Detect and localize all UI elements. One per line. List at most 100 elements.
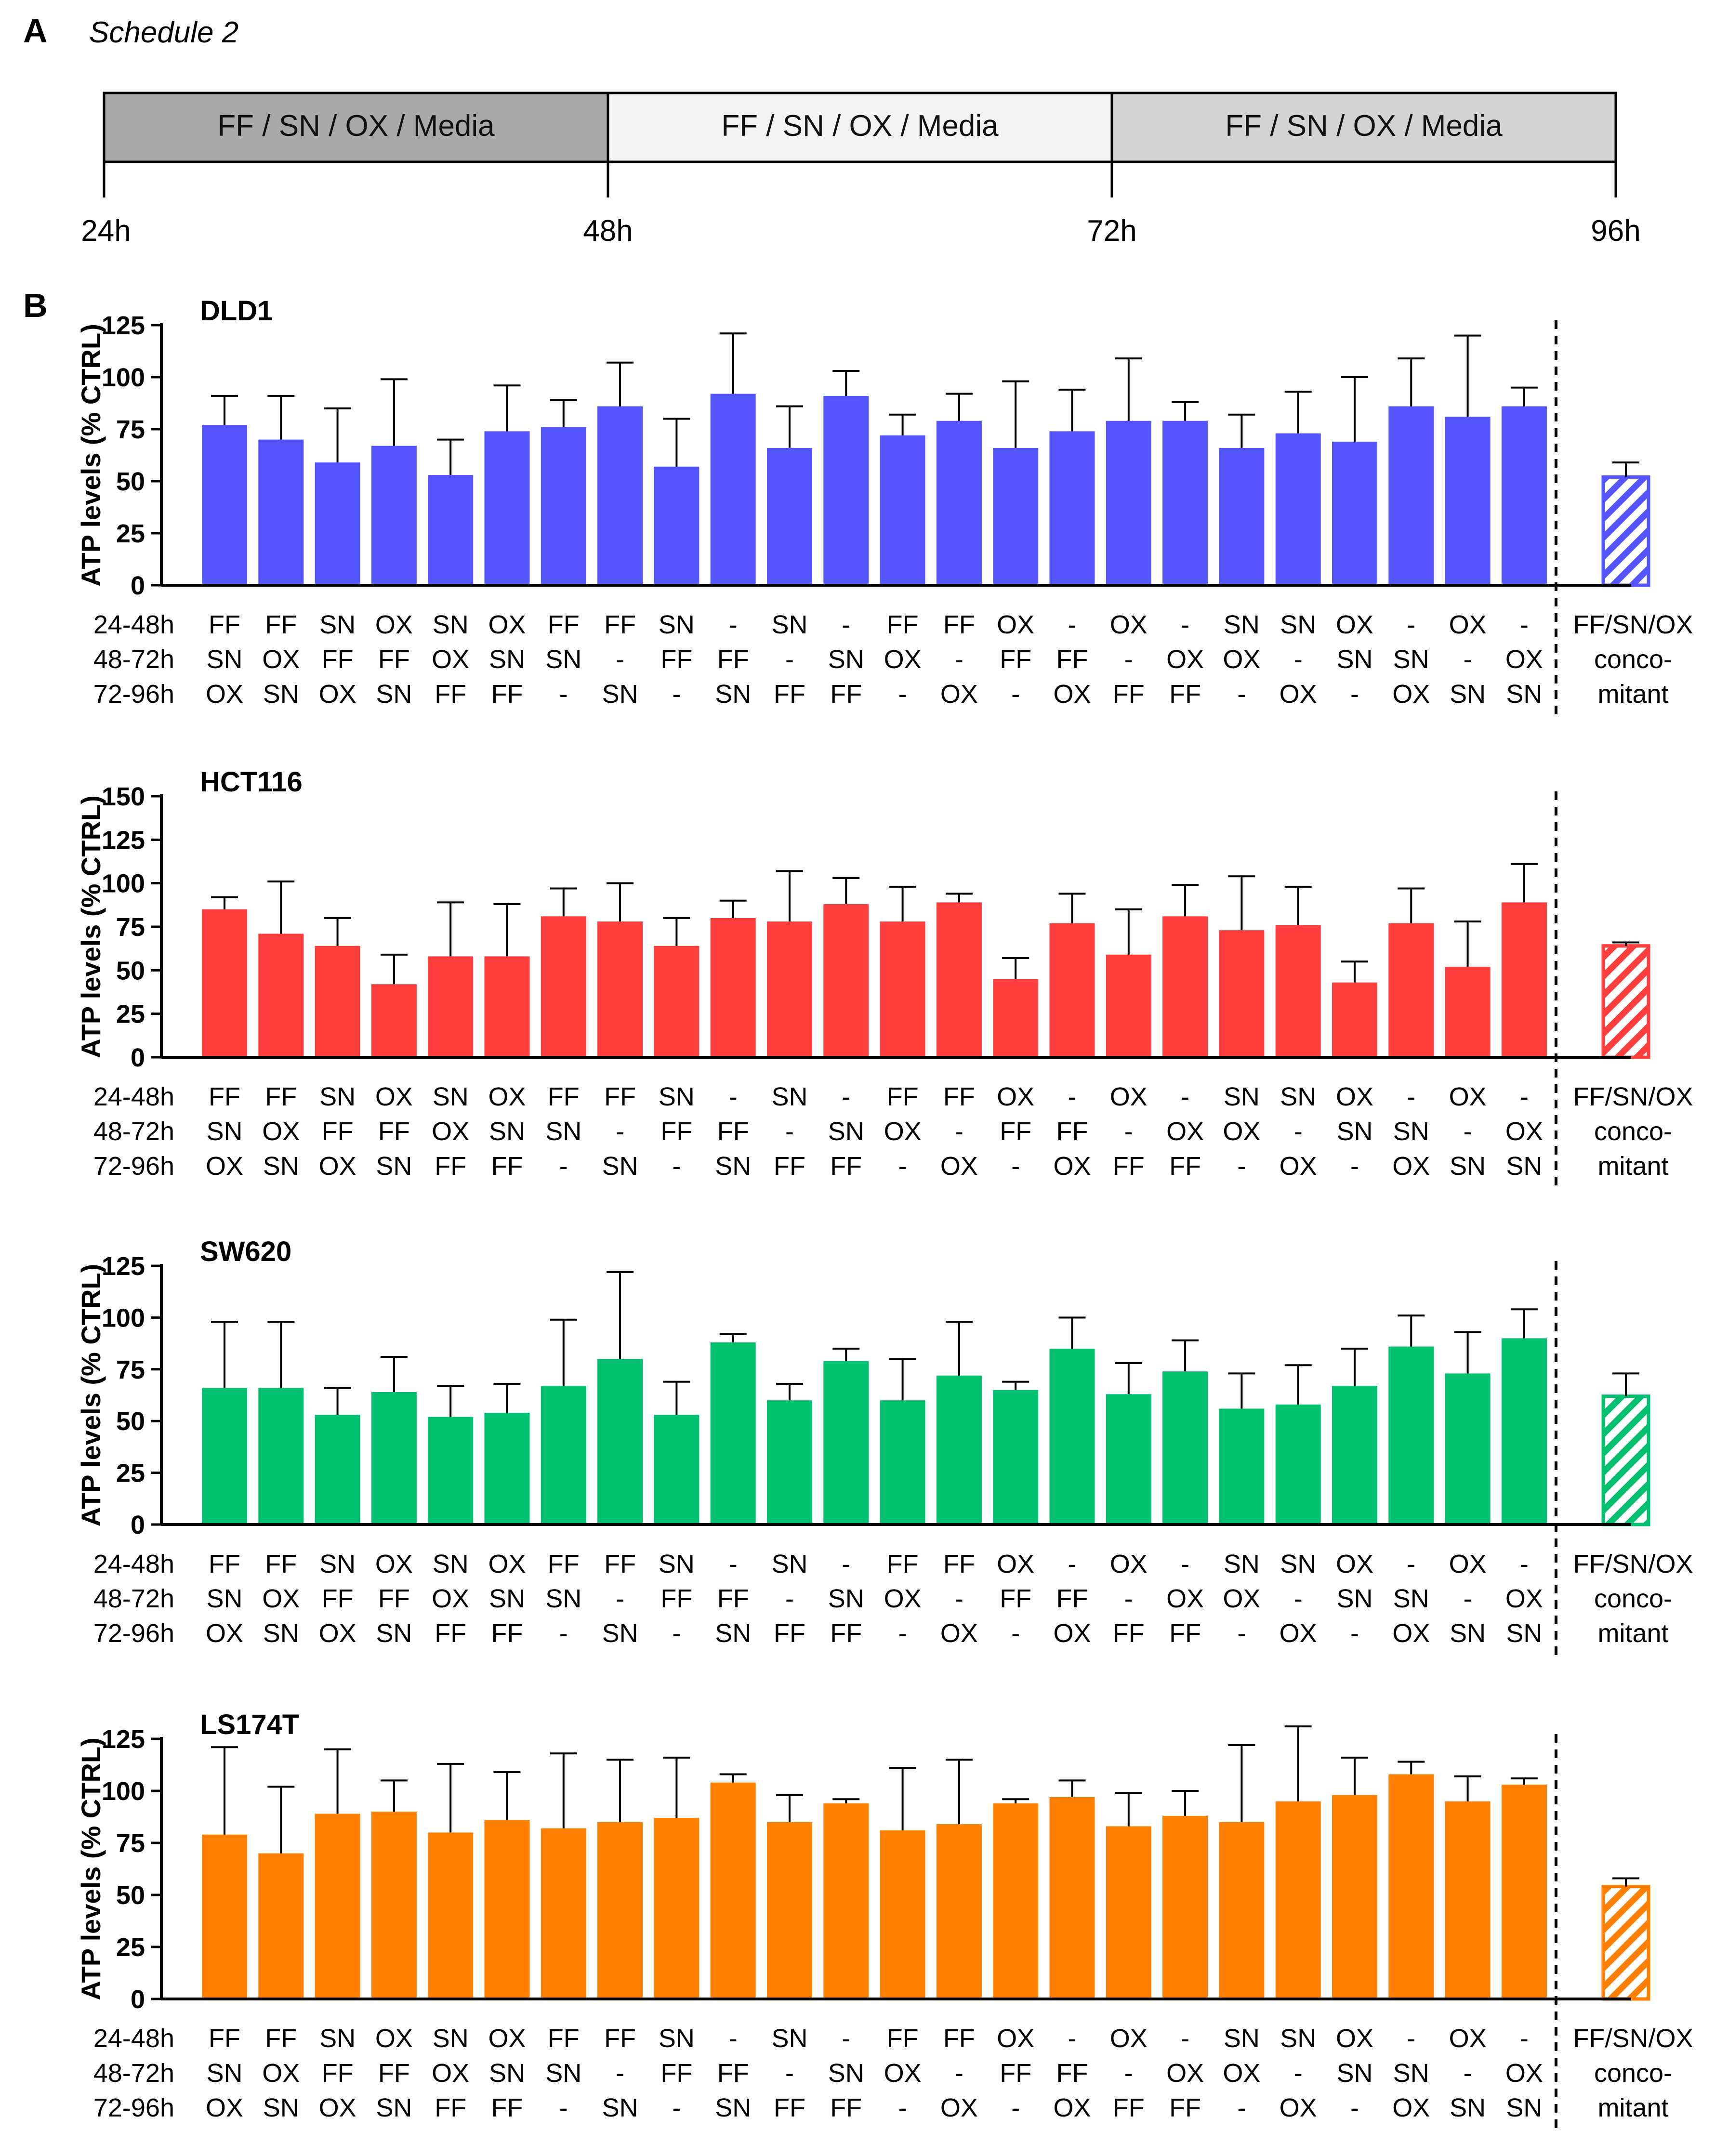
bar	[202, 1834, 247, 1999]
schedule-cell: SN	[1450, 680, 1486, 709]
schedule-cell: OX	[1223, 1117, 1260, 1146]
schedule-cell: OX	[1505, 1117, 1543, 1146]
bar	[767, 1822, 812, 1999]
schedule-cell: SN	[602, 2093, 638, 2122]
schedule-cell: FF	[265, 1082, 297, 1111]
y-tick-label: 125	[102, 311, 145, 340]
row-label: 24-48h	[93, 1082, 174, 1111]
schedule-cell: OX	[1166, 1584, 1204, 1613]
chart-ls174t: LS174T ATP levels (% CTRL) 0 25 50 75 100 125 24…	[76, 1709, 1693, 2131]
bar	[1049, 1797, 1095, 1999]
schedule-cell: OX	[1110, 1082, 1148, 1111]
bar	[654, 946, 699, 1057]
schedule-cell: -	[785, 1584, 794, 1613]
schedule-cell: -	[1124, 1584, 1133, 1613]
bar	[1388, 406, 1434, 585]
schedule-cell: FF	[1169, 1619, 1201, 1648]
bar	[597, 921, 643, 1057]
panel-a: A Schedule 2 FF / SN / OX / Media FF / S…	[23, 12, 1641, 248]
schedule-cell: -	[785, 645, 794, 674]
schedule-cell: FF	[548, 1082, 580, 1111]
schedule-cell: SN	[828, 1117, 864, 1146]
schedule-cell: SN	[1224, 1550, 1260, 1578]
concomitant-label: FF/SN/OX	[1573, 1082, 1693, 1111]
y-tick-label: 0	[131, 1043, 145, 1072]
schedule-cell: -	[785, 1117, 794, 1146]
schedule-cell: OX	[432, 1584, 469, 1613]
schedule-cell: -	[672, 680, 681, 709]
schedule-cell: OX	[206, 1152, 243, 1181]
concomitant-label: mitant	[1597, 1152, 1668, 1181]
schedule-cell: SN	[1393, 1584, 1429, 1613]
schedule-cell: -	[1407, 610, 1415, 639]
schedule-cell: -	[616, 645, 624, 674]
schedule-cell: FF	[774, 2093, 805, 2122]
row-label: 72-96h	[93, 1152, 174, 1181]
bar	[993, 1390, 1039, 1525]
y-axis-label: ATP levels (% CTRL)	[76, 1737, 106, 2000]
schedule-cell: -	[559, 2093, 568, 2122]
schedule-cell: SN	[433, 1082, 469, 1111]
y-tick-label: 75	[116, 1829, 145, 1858]
schedule-cell: OX	[1223, 2059, 1260, 2088]
y-tick-label: 50	[116, 1407, 145, 1436]
schedule-cell: OX	[262, 1117, 300, 1146]
schedule-cell: OX	[940, 2093, 978, 2122]
bar	[1162, 1815, 1208, 1999]
schedule-cell: -	[955, 2059, 963, 2088]
concomitant-label: FF/SN/OX	[1573, 1550, 1693, 1578]
bar	[823, 1361, 869, 1525]
bar	[371, 1812, 417, 1999]
y-tick-label: 0	[131, 1511, 145, 1539]
panel-b-charts: DLD1 ATP levels (% CTRL) 0 25 50 75 100 125 24-4…	[76, 295, 1693, 2131]
schedule-cell: FF	[830, 1152, 862, 1181]
bar	[823, 904, 869, 1057]
schedule-cell: FF	[1113, 2093, 1145, 2122]
schedule-cell: -	[1464, 1584, 1472, 1613]
bar	[880, 1400, 925, 1525]
schedule-cell: SN	[771, 2024, 807, 2053]
schedule-cell: SN	[715, 680, 751, 709]
schedule-cell: FF	[1056, 645, 1088, 674]
bar	[993, 1803, 1039, 1999]
schedule-cell: FF	[1056, 2059, 1088, 2088]
y-tick-label: 125	[102, 826, 145, 855]
schedule-cell: FF	[774, 680, 805, 709]
schedule-cell: SN	[1280, 1082, 1316, 1111]
bar	[1275, 433, 1321, 585]
y-axis-label: ATP levels (% CTRL)	[76, 795, 106, 1058]
schedule-cell: -	[1464, 2059, 1472, 2088]
schedule-cell: FF	[209, 1082, 240, 1111]
concomitant-bar	[1601, 1885, 1650, 2001]
schedule-cell: SN	[1450, 2093, 1486, 2122]
schedule-cell: OX	[1449, 2024, 1487, 2053]
schedule-cell: SN	[1336, 1584, 1372, 1613]
schedule-cell: FF	[830, 2093, 862, 2122]
schedule-cell: OX	[432, 1117, 469, 1146]
bar	[1388, 1774, 1434, 1999]
concomitant-label: FF/SN/OX	[1573, 610, 1693, 639]
bar	[597, 406, 643, 585]
concomitant-label: conco-	[1594, 1117, 1672, 1146]
schedule-cell: OX	[262, 1584, 300, 1613]
schedule-cell: SN	[1280, 1550, 1316, 1578]
schedule-cell: -	[616, 1117, 624, 1146]
concomitant-bar	[1601, 1394, 1650, 1526]
y-tick-label: 0	[131, 571, 145, 600]
schedule-cell: -	[1181, 1550, 1189, 1578]
schedule-cell: SN	[1450, 1619, 1486, 1648]
schedule-cell: SN	[828, 645, 864, 674]
schedule-cell: OX	[1280, 680, 1317, 709]
schedule-cell: FF	[435, 1152, 466, 1181]
schedule-cell: SN	[1280, 2024, 1316, 2053]
bar	[654, 1415, 699, 1525]
schedule-cell: OX	[319, 1152, 356, 1181]
bar	[767, 1400, 812, 1525]
y-tick-label: 50	[116, 1881, 145, 1910]
chart-title: SW620	[200, 1236, 291, 1267]
bar	[541, 1386, 586, 1525]
schedule-cell: SN	[1393, 645, 1429, 674]
schedule-cell: -	[785, 2059, 794, 2088]
timepoint-label: 96h	[1591, 214, 1640, 248]
schedule-cell: OX	[206, 1619, 243, 1648]
